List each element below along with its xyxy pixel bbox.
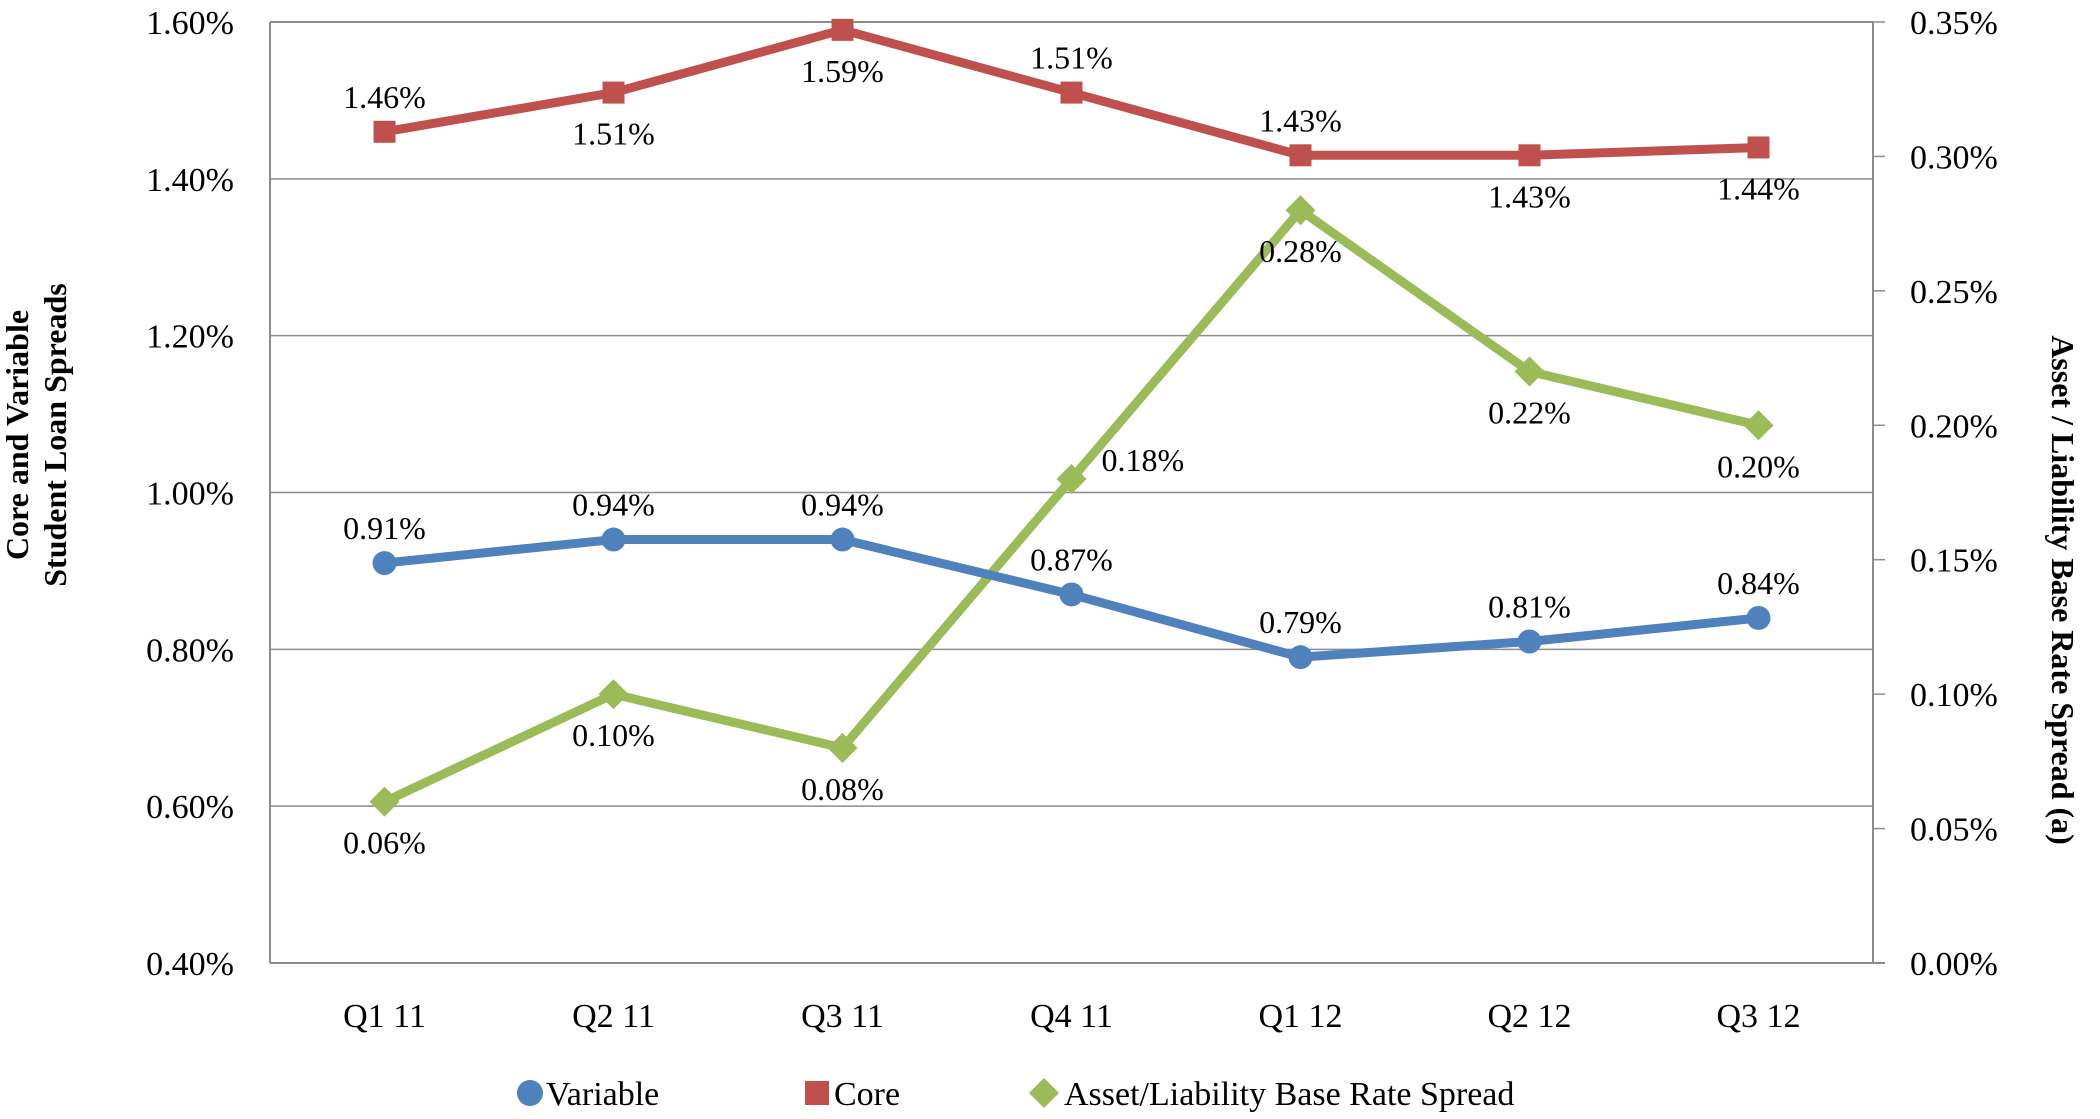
data-point-core bbox=[1060, 81, 1083, 104]
data-point-asset-liability-base-rate-spread bbox=[369, 786, 400, 817]
data-point-variable bbox=[830, 527, 855, 552]
data-point-asset-liability-base-rate-spread bbox=[598, 679, 629, 710]
legend-item-core[interactable]: Core bbox=[805, 1076, 900, 1113]
data-label-core: 1.44% bbox=[1717, 170, 1800, 206]
legend-marker-asset-liability bbox=[1029, 1078, 1059, 1108]
data-label-asset-liability-base-rate-spread: 0.22% bbox=[1488, 395, 1571, 431]
data-point-variable bbox=[1746, 605, 1771, 630]
left-tick-label: 0.60% bbox=[146, 789, 234, 826]
data-point-asset-liability-base-rate-spread bbox=[1285, 195, 1316, 226]
data-point-core bbox=[373, 120, 396, 143]
data-label-asset-liability-base-rate-spread: 0.18% bbox=[1102, 442, 1185, 478]
data-label-variable: 0.79% bbox=[1259, 604, 1342, 640]
data-label-variable: 0.84% bbox=[1717, 565, 1800, 601]
x-tick-label: Q2 12 bbox=[1487, 998, 1571, 1035]
data-label-variable: 0.94% bbox=[801, 487, 884, 523]
left-axis-title-line2: Student Loan Spreads bbox=[37, 283, 73, 587]
left-axis-title-line1: Core and Variable bbox=[0, 310, 35, 560]
data-label-core: 1.51% bbox=[1030, 40, 1113, 76]
data-point-asset-liability-base-rate-spread bbox=[827, 732, 858, 763]
data-point-variable bbox=[372, 551, 397, 576]
x-tick-label: Q3 12 bbox=[1716, 998, 1800, 1035]
data-label-variable: 0.91% bbox=[343, 510, 426, 546]
data-label-asset-liability-base-rate-spread: 0.06% bbox=[343, 825, 426, 861]
left-tick-label: 1.60% bbox=[146, 5, 234, 42]
left-tick-label: 0.80% bbox=[146, 632, 234, 669]
legend-label-core: Core bbox=[834, 1076, 900, 1113]
legend-item-asset-liability[interactable]: Asset/Liability Base Rate Spread bbox=[1029, 1076, 1514, 1113]
data-point-core bbox=[831, 18, 854, 41]
left-axis-tick-labels: 0.40% 0.60% 0.80% 1.00% 1.20% 1.40% 1.60% bbox=[146, 5, 234, 983]
data-point-variable bbox=[1288, 645, 1313, 670]
legend-marker-core bbox=[805, 1081, 829, 1105]
data-label-variable: 0.81% bbox=[1488, 588, 1571, 624]
right-axis-tick-labels: 0.00% 0.05% 0.10% 0.15% 0.20% 0.25% 0.30% 0.35% bbox=[1910, 5, 1998, 983]
right-axis-title: Asset / Liability Base Rate Spread (a) bbox=[2045, 335, 2081, 845]
data-label-core: 1.46% bbox=[343, 79, 426, 115]
right-tick-label: 0.35% bbox=[1910, 5, 1998, 42]
right-tick-label: 0.20% bbox=[1910, 408, 1998, 445]
right-tick-label: 0.30% bbox=[1910, 139, 1998, 176]
left-tick-label: 1.40% bbox=[146, 162, 234, 199]
right-tick-label: 0.10% bbox=[1910, 677, 1998, 714]
data-point-core bbox=[1289, 144, 1312, 167]
data-label-core: 1.59% bbox=[801, 53, 884, 89]
x-tick-label: Q3 11 bbox=[801, 998, 884, 1035]
series-layer bbox=[369, 18, 1774, 817]
x-axis-tick-labels: Q1 11 Q2 11 Q3 11 Q4 11 Q1 12 Q2 12 Q3 12 bbox=[343, 998, 1800, 1035]
left-tick-label: 0.40% bbox=[146, 946, 234, 983]
data-point-variable bbox=[1059, 582, 1084, 607]
data-label-asset-liability-base-rate-spread: 0.20% bbox=[1717, 448, 1800, 484]
data-label-asset-liability-base-rate-spread: 0.08% bbox=[801, 771, 884, 807]
legend-item-variable[interactable]: Variable bbox=[517, 1076, 659, 1113]
data-point-core bbox=[1518, 144, 1541, 167]
data-point-asset-liability-base-rate-spread bbox=[1743, 410, 1774, 441]
x-tick-label: Q1 12 bbox=[1258, 998, 1342, 1035]
right-tick-label: 0.15% bbox=[1910, 543, 1998, 580]
data-label-variable: 0.87% bbox=[1030, 541, 1113, 577]
right-tick-label: 0.05% bbox=[1910, 812, 1998, 849]
right-tick-label: 0.25% bbox=[1910, 274, 1998, 311]
left-tick-label: 1.20% bbox=[146, 319, 234, 356]
right-tick-label: 0.00% bbox=[1910, 946, 1998, 983]
legend-marker-variable bbox=[517, 1080, 543, 1106]
data-point-core bbox=[602, 81, 625, 104]
data-label-asset-liability-base-rate-spread: 0.10% bbox=[572, 717, 655, 753]
data-point-variable bbox=[601, 527, 626, 552]
axes bbox=[269, 21, 1885, 964]
data-point-core bbox=[1747, 136, 1770, 159]
data-label-core: 1.43% bbox=[1259, 102, 1342, 138]
legend: Variable Core Asset/Liability Base Rate … bbox=[517, 1076, 1514, 1113]
gridlines bbox=[270, 21, 1873, 807]
data-label-core: 1.43% bbox=[1488, 178, 1571, 214]
legend-label-asset-liability: Asset/Liability Base Rate Spread bbox=[1064, 1076, 1514, 1113]
x-tick-label: Q2 11 bbox=[572, 998, 655, 1035]
data-label-asset-liability-base-rate-spread: 0.28% bbox=[1259, 233, 1342, 269]
left-tick-label: 1.00% bbox=[146, 476, 234, 513]
x-tick-label: Q4 11 bbox=[1030, 998, 1113, 1035]
data-labels: 0.06% 0.10% 0.08% 0.18% 0.28% 0.22% 0.20% 1.46%… bbox=[343, 40, 1800, 861]
x-tick-label: Q1 11 bbox=[343, 998, 426, 1035]
data-label-core: 1.51% bbox=[572, 116, 655, 152]
data-point-asset-liability-base-rate-spread bbox=[1514, 356, 1545, 387]
legend-label-variable: Variable bbox=[546, 1076, 659, 1113]
data-point-asset-liability-base-rate-spread bbox=[1056, 464, 1087, 495]
data-point-variable bbox=[1517, 629, 1542, 654]
data-label-variable: 0.94% bbox=[572, 487, 655, 523]
